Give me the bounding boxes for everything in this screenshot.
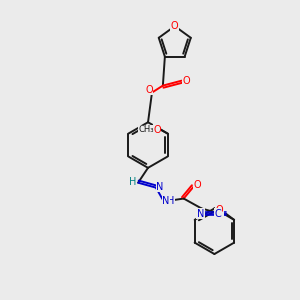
Text: C: C — [215, 209, 222, 219]
Text: O: O — [215, 206, 223, 215]
Text: O: O — [145, 85, 153, 94]
Text: N: N — [156, 182, 164, 192]
Text: H: H — [130, 177, 137, 187]
Text: H: H — [167, 196, 175, 206]
Text: N: N — [162, 196, 169, 206]
Text: N: N — [197, 209, 204, 219]
Text: O: O — [194, 180, 201, 190]
Text: O: O — [153, 125, 161, 135]
Text: O: O — [171, 21, 178, 31]
Text: CH₃: CH₃ — [138, 125, 154, 134]
Text: O: O — [183, 76, 190, 85]
